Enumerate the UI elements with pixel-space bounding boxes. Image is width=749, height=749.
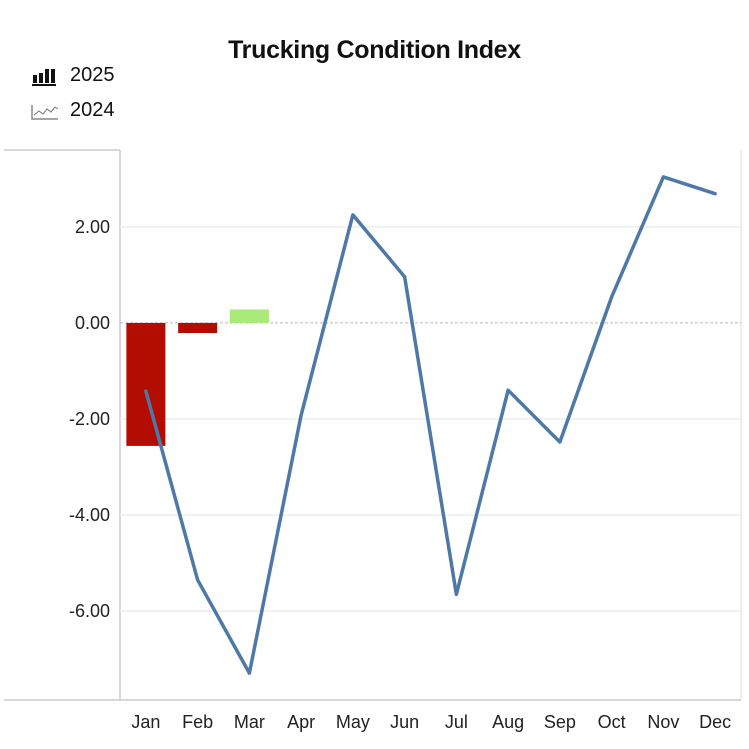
line-2024 [144,175,717,675]
bar-chart-icon [32,68,56,86]
x-tick-label: Sep [544,712,576,732]
x-tick-label: Feb [182,712,213,732]
legend-item-2025[interactable]: 2025 [30,64,115,87]
x-tick-label: Jan [131,712,160,732]
y-tick-label: 0.00 [75,313,110,333]
legend-item-2024[interactable]: 2024 [30,99,115,122]
x-tick-label: Mar [234,712,265,732]
x-tick-label: Oct [598,712,626,732]
y-tick-label: 2.00 [75,217,110,237]
x-tick-label: Nov [647,712,679,732]
legend-label: 2024 [70,99,115,121]
y-tick-label: -6.00 [69,601,110,621]
x-tick-label: May [336,712,370,732]
bar-2025-feb [178,322,218,334]
bar-2025-jan [126,322,166,446]
x-tick-label: Dec [699,712,731,732]
bar-2025-mar [229,309,269,323]
x-tick-label: Jul [445,712,468,732]
legend-label: 2025 [70,64,115,86]
chart-title: Trucking Condition Index [228,36,521,64]
line-chart-icon [31,104,58,120]
x-tick-label: Jun [390,712,419,732]
y-tick-label: -4.00 [69,505,110,525]
y-tick-label: -2.00 [69,409,110,429]
x-tick-label: Aug [492,712,524,732]
x-tick-label: Apr [287,712,315,732]
